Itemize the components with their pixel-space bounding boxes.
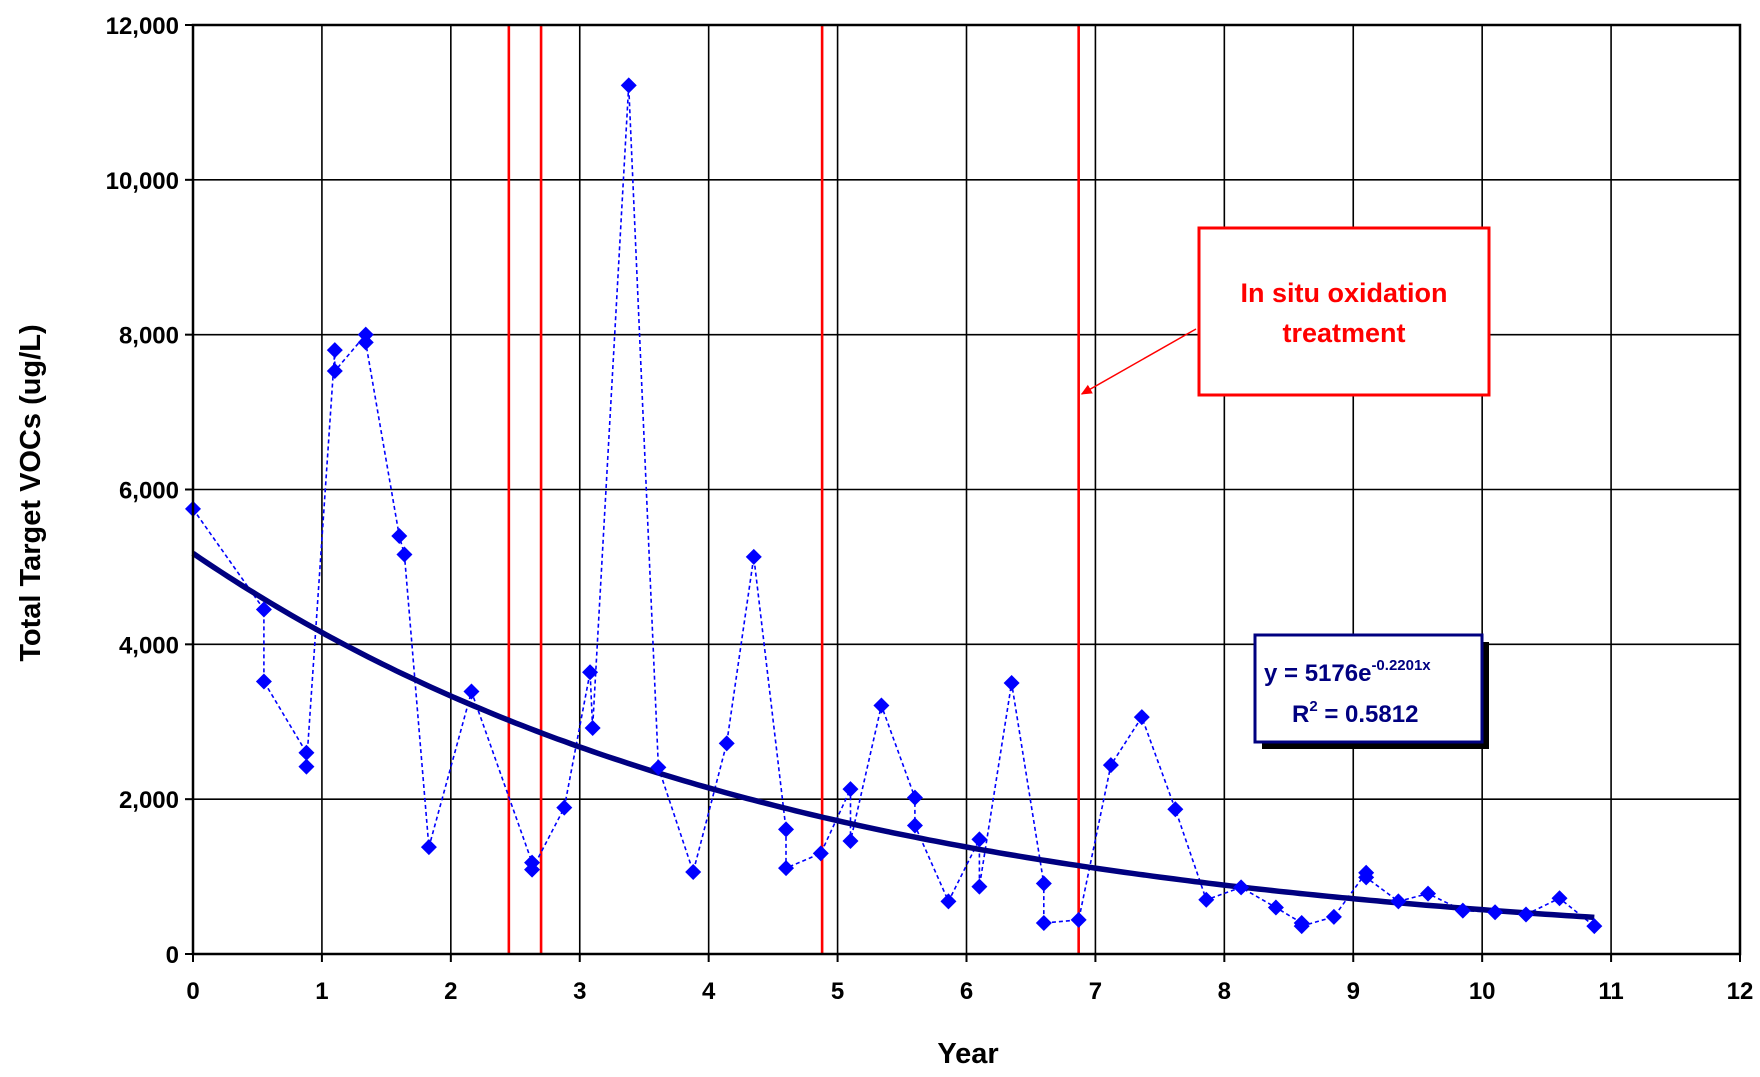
data-point bbox=[357, 334, 374, 351]
x-tick-label: 1 bbox=[315, 978, 328, 1005]
data-point bbox=[1586, 918, 1603, 935]
data-point bbox=[1233, 879, 1250, 896]
data-point bbox=[1420, 885, 1437, 902]
data-point bbox=[620, 77, 637, 94]
treatment-lines bbox=[507, 25, 1080, 954]
x-tick-label: 0 bbox=[186, 978, 199, 1005]
callout-box bbox=[1197, 226, 1491, 397]
x-axis-title: Year bbox=[937, 1038, 998, 1070]
y-tick-label: 6,000 bbox=[119, 478, 179, 505]
data-point bbox=[1454, 902, 1471, 919]
data-point bbox=[524, 861, 541, 878]
y-tick-label: 2,000 bbox=[119, 787, 179, 814]
r-squared-exponent: 2 bbox=[1309, 698, 1317, 715]
data-point bbox=[1358, 869, 1375, 886]
data-point bbox=[778, 860, 795, 877]
data-point bbox=[842, 781, 859, 798]
data-point bbox=[1390, 893, 1407, 910]
y-tick-label: 10,000 bbox=[106, 168, 179, 195]
data-point bbox=[396, 546, 413, 563]
data-point bbox=[1517, 906, 1534, 923]
data-point bbox=[1267, 899, 1284, 916]
x-tick-label: 3 bbox=[573, 978, 586, 1005]
data-point bbox=[1070, 911, 1087, 928]
data-point bbox=[1167, 801, 1184, 818]
data-point bbox=[650, 759, 667, 776]
data-point bbox=[906, 789, 923, 806]
data-point bbox=[1325, 908, 1342, 925]
data-point bbox=[718, 735, 735, 752]
y-tick-label: 4,000 bbox=[119, 632, 179, 659]
x-tick-labels: 0 1 2 3 4 5 6 7 8 9 10 11 12 bbox=[186, 978, 1753, 1005]
data-point bbox=[1035, 915, 1052, 932]
equation-base: y = 5176e bbox=[1264, 660, 1371, 687]
r-squared-value: = 0.5812 bbox=[1318, 701, 1419, 728]
x-tick-label: 4 bbox=[702, 978, 716, 1005]
plot-frame bbox=[185, 23, 1742, 962]
data-point bbox=[391, 527, 408, 544]
x-tick-label: 8 bbox=[1218, 978, 1231, 1005]
y-axis-title: Total Target VOCs (ug/L) bbox=[15, 324, 47, 661]
data-point bbox=[1003, 675, 1020, 692]
data-point bbox=[582, 664, 599, 681]
y-tick-label: 0 bbox=[166, 942, 179, 969]
data-point bbox=[1293, 918, 1310, 935]
data-points bbox=[185, 77, 1603, 935]
data-point bbox=[584, 719, 601, 736]
data-point bbox=[255, 601, 272, 618]
data-point bbox=[1487, 904, 1504, 921]
data-point bbox=[1035, 875, 1052, 892]
data-point bbox=[778, 821, 795, 838]
r-squared-base: R bbox=[1292, 701, 1309, 728]
data-point bbox=[940, 893, 957, 910]
equation-line-1: y = 5176e-0.2201x bbox=[1264, 657, 1431, 687]
data-point bbox=[556, 799, 573, 816]
data-point bbox=[685, 863, 702, 880]
data-point bbox=[873, 697, 890, 714]
data-point bbox=[1133, 709, 1150, 726]
data-point bbox=[326, 363, 343, 380]
data-point bbox=[812, 845, 829, 862]
equation-box bbox=[1253, 633, 1484, 744]
callout-line-1: In situ oxidation bbox=[1241, 278, 1448, 308]
trendline bbox=[191, 551, 1595, 921]
x-tick-label: 5 bbox=[831, 978, 844, 1005]
data-point bbox=[906, 817, 923, 834]
x-tick-label: 11 bbox=[1598, 978, 1623, 1005]
data-point bbox=[326, 342, 343, 359]
x-tick-label: 7 bbox=[1089, 978, 1102, 1005]
x-tick-label: 10 bbox=[1469, 978, 1496, 1005]
x-tick-label: 12 bbox=[1727, 978, 1754, 1005]
data-point bbox=[1102, 757, 1119, 774]
x-tick-label: 2 bbox=[444, 978, 457, 1005]
y-tick-label: 8,000 bbox=[119, 323, 179, 350]
data-point bbox=[842, 832, 859, 849]
data-point bbox=[463, 683, 480, 700]
data-point bbox=[1551, 890, 1568, 907]
callout-line-2: treatment bbox=[1282, 318, 1405, 348]
data-point bbox=[971, 878, 988, 895]
data-point bbox=[255, 673, 272, 690]
data-point bbox=[298, 758, 315, 775]
data-point bbox=[298, 744, 315, 761]
y-tick-labels: 0 2,000 4,000 6,000 8,000 10,000 12,000 bbox=[106, 13, 179, 969]
callout: In situ oxidation treatment bbox=[1080, 226, 1491, 397]
trendline-equation: y = 5176e-0.2201x R2 = 0.5812 bbox=[1253, 633, 1489, 749]
equation-exponent: -0.2201x bbox=[1371, 657, 1431, 674]
data-point bbox=[745, 548, 762, 565]
data-point bbox=[971, 831, 988, 848]
trendline-curve bbox=[191, 551, 1595, 921]
y-tick-label: 12,000 bbox=[106, 13, 179, 40]
callout-arrow bbox=[1080, 328, 1197, 395]
data-point bbox=[420, 839, 437, 856]
x-tick-label: 9 bbox=[1347, 978, 1360, 1005]
x-tick-label: 6 bbox=[960, 978, 973, 1005]
data-point bbox=[1198, 891, 1215, 908]
equation-line-2: R2 = 0.5812 bbox=[1292, 698, 1418, 728]
